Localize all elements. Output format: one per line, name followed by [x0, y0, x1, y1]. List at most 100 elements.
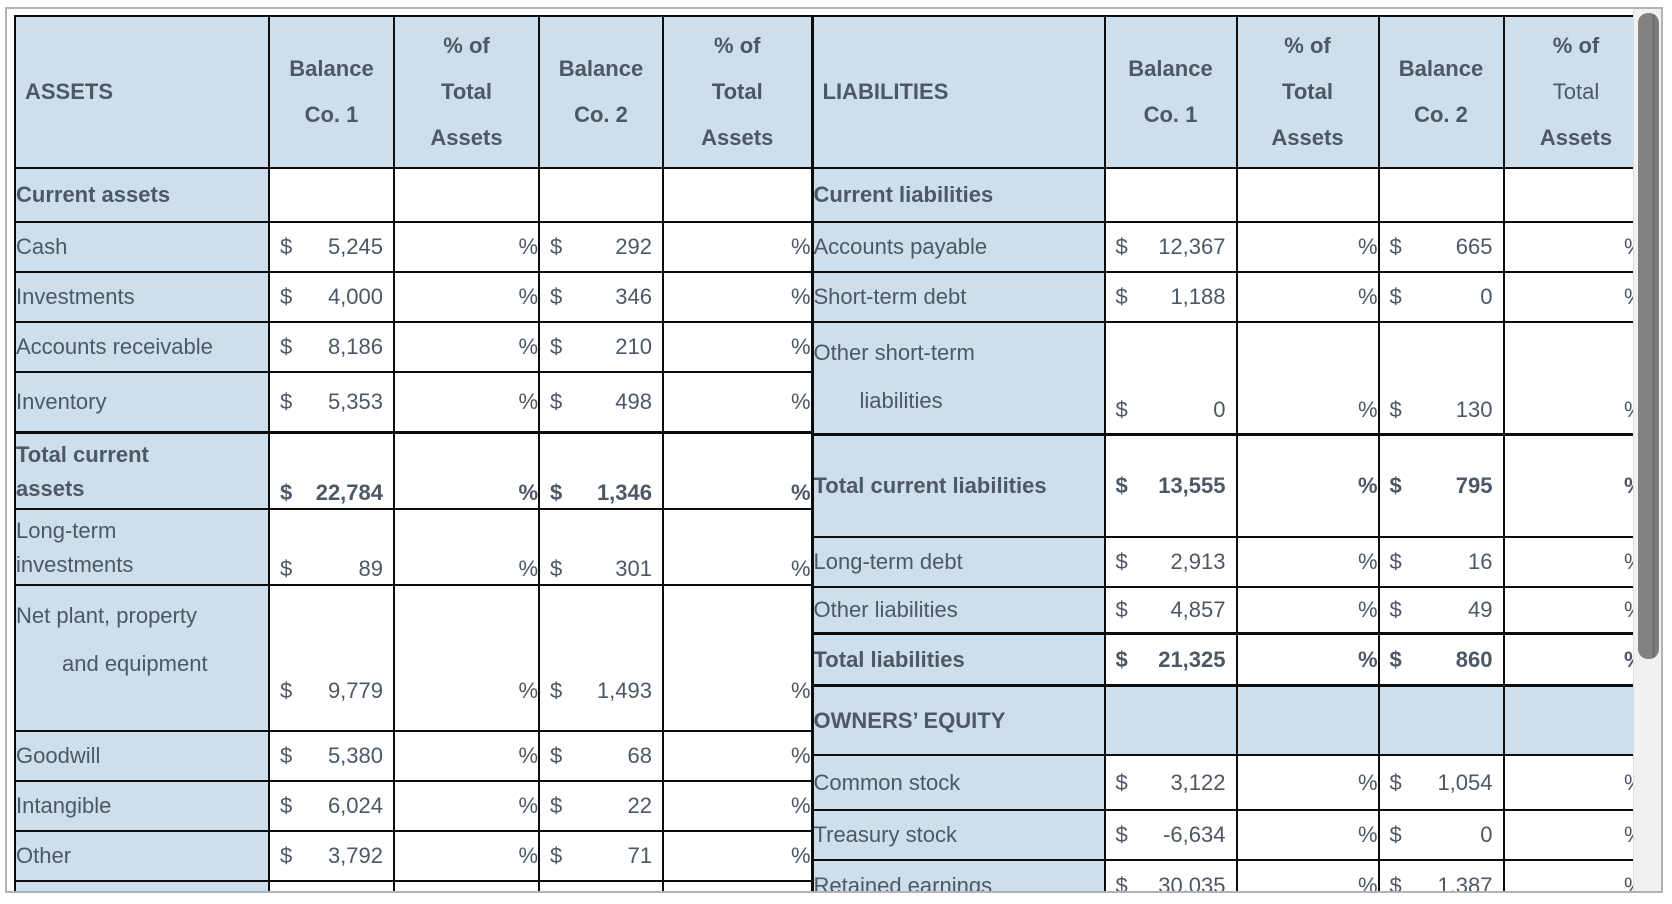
pct-input-cell[interactable] [1235, 684, 1380, 756]
pct-input-cell[interactable] [393, 167, 540, 223]
row-label-cell: Total liabilities [813, 632, 1106, 687]
row-label-cell [14, 880, 270, 891]
pct-input-cell[interactable]: % [1502, 433, 1650, 538]
balance-cell: $5,245 [268, 221, 395, 273]
pct-input-cell[interactable]: % [1502, 754, 1650, 811]
pct-input-cell[interactable]: % [1502, 586, 1650, 635]
pct-input-cell[interactable]: % [662, 271, 814, 323]
row-label-cell: Inventory [14, 371, 270, 434]
scrollbar-thumb[interactable] [1638, 13, 1659, 659]
balance-cell [538, 880, 664, 891]
row-net-plant-property-equipment: Net plant, property and equipment $9,779 … [14, 584, 814, 732]
pct-input-cell[interactable]: % [1235, 586, 1380, 635]
pct-input-cell[interactable]: % [1502, 632, 1650, 687]
pct-input-cell[interactable]: % [393, 584, 540, 732]
dollar-sign: $ [280, 284, 293, 309]
balance-cell: $292 [538, 221, 664, 273]
dollar-sign: $ [1115, 822, 1128, 847]
pct-input-cell[interactable] [1235, 167, 1380, 223]
pct-input-cell[interactable]: % [393, 221, 540, 273]
pct-input-cell[interactable]: % [1235, 221, 1380, 273]
pct-input-cell[interactable]: % [393, 730, 540, 782]
pct-input-cell[interactable] [662, 167, 814, 223]
balance-cell: $0 [1377, 809, 1505, 861]
pct-input-cell[interactable]: % [662, 221, 814, 273]
pct-input-cell[interactable]: % [393, 371, 540, 434]
balance-cell: $346 [538, 271, 664, 323]
row-long-term-debt: Long-term debt $2,913 % $16 % [813, 536, 1650, 588]
liabilities-title: LIABILITIES [822, 79, 949, 104]
row-inventory: Inventory $5,353 % $498 % [14, 371, 814, 434]
pct-input-cell[interactable]: % [1502, 809, 1650, 861]
pct-input-cell[interactable]: % [1235, 321, 1380, 436]
dollar-sign: $ [1115, 284, 1128, 309]
row-total-current-assets: Total current assets $22,784 % $1,346 % [14, 431, 814, 510]
dollar-sign: $ [280, 843, 293, 868]
pct-input-cell[interactable]: % [1235, 754, 1380, 811]
pct-input-cell[interactable]: % [393, 271, 540, 323]
pct-input-cell[interactable]: % [1235, 859, 1380, 891]
balance-cell: $1,493 [538, 584, 664, 732]
pct-input-cell[interactable]: % [1235, 632, 1380, 687]
pct-input-cell[interactable]: % [1235, 809, 1380, 861]
pct-input-cell[interactable]: % [393, 508, 540, 586]
pct-input-cell[interactable]: % [1502, 271, 1650, 323]
pct-input-cell[interactable]: % [1502, 321, 1650, 436]
pct-input-cell[interactable] [1502, 167, 1650, 223]
pct-input-cell[interactable]: % [662, 321, 814, 373]
row-total-liabilities: Total liabilities $21,325 % $860 % [813, 632, 1650, 687]
row-label-cell: Intangible [14, 780, 270, 832]
section-label-cell: OWNERS’ EQUITY [813, 684, 1106, 756]
row-empty [14, 880, 814, 891]
pct-input-cell[interactable]: % [662, 780, 814, 832]
balance-cell: $1,188 [1103, 271, 1238, 323]
assets-table: ASSETS Balance Co. 1 % of Total Assets Bala… [14, 15, 814, 891]
dollar-sign: $ [280, 480, 293, 505]
row-intangible: Intangible $6,024 % $22 % [14, 780, 814, 832]
row-label-cell: Long-term debt [813, 536, 1106, 588]
balance-cell: $49 [1377, 586, 1505, 635]
pct-input-cell[interactable]: % [393, 780, 540, 832]
pct-input-cell[interactable] [393, 880, 540, 891]
pct-input-cell[interactable]: % [662, 730, 814, 782]
balance-cell: $9,779 [268, 584, 395, 732]
dollar-sign: $ [550, 284, 563, 309]
balance-cell: $30,035 [1103, 859, 1238, 893]
dollar-sign: $ [1115, 234, 1128, 259]
pct-input-cell[interactable]: % [393, 321, 540, 373]
row-treasury-stock: Treasury stock $-6,634 % $0 % [813, 809, 1650, 861]
balance-cell: $498 [538, 371, 664, 434]
pct-input-cell[interactable]: % [662, 431, 814, 510]
row-other-liabilities: Other liabilities $4,857 % $49 % [813, 586, 1650, 635]
pct-input-cell[interactable]: % [662, 371, 814, 434]
pct-input-cell[interactable]: % [1502, 859, 1650, 891]
dollar-sign: $ [1115, 597, 1128, 622]
pct-input-cell[interactable]: % [393, 830, 540, 882]
pct-input-cell[interactable]: % [662, 508, 814, 586]
pct-input-cell[interactable]: % [1235, 271, 1380, 323]
dollar-sign: $ [1115, 872, 1128, 893]
row-label-cell: Short-term debt [813, 271, 1106, 323]
balance-cell: $89 [268, 508, 395, 586]
pct-input-cell[interactable]: % [1235, 536, 1380, 588]
pct-input-cell[interactable]: % [662, 584, 814, 732]
pct-input-cell[interactable]: % [662, 830, 814, 882]
pct-input-cell[interactable]: % [1502, 221, 1650, 273]
scrollbar-track[interactable] [1633, 9, 1661, 891]
row-label-cell: Investments [14, 271, 270, 323]
balance-cell [1103, 684, 1238, 756]
pct-input-cell[interactable] [662, 880, 814, 891]
row-label-cell: Accounts receivable [14, 321, 270, 373]
balance-cell: $301 [538, 508, 664, 586]
row-label-cell: Retained earnings [813, 859, 1106, 891]
balance-cell: $1,387 [1377, 859, 1505, 891]
dollar-sign: $ [550, 234, 563, 259]
pct-input-cell[interactable] [1502, 684, 1650, 756]
pct-input-cell[interactable]: % [1502, 536, 1650, 588]
row-label-cell: Goodwill [14, 730, 270, 782]
balance-cell: $1,346 [538, 431, 664, 510]
pct-input-cell[interactable]: % [1235, 433, 1380, 538]
pct-input-cell[interactable]: % [393, 431, 540, 510]
balance-cell: $0 [1377, 271, 1505, 323]
